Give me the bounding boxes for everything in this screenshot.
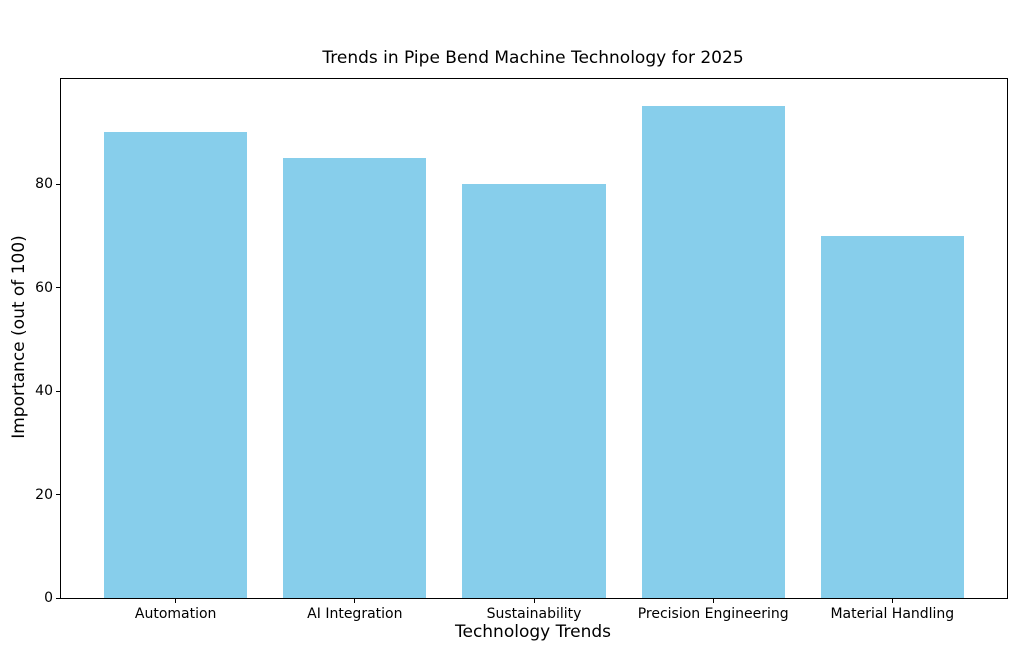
y-tick-mark (56, 390, 60, 392)
x-tick-label-automation: Automation (134, 606, 217, 622)
x-tick-mark (712, 599, 714, 603)
x-tick-mark (891, 599, 893, 603)
x-tick-label-precision-engineering: Precision Engineering (637, 606, 789, 622)
plot-area: 0 20 40 60 80 Automation AI Integration Sustain… (35, 78, 1008, 622)
x-tick-mark (533, 599, 535, 603)
y-axis-label: Importance (out of 100) (9, 235, 29, 439)
y-tick-label: 0 (44, 590, 53, 606)
y-tick-label: 60 (35, 279, 53, 296)
y-tick-mark (56, 287, 60, 289)
x-tick-label-material-handling: Material Handling (830, 606, 955, 622)
y-tick-mark (56, 183, 60, 185)
x-tick-label-sustainability: Sustainability (486, 606, 582, 622)
bar-sustainability (462, 184, 606, 598)
y-tick-mark (56, 494, 60, 495)
x-tick-mark (354, 599, 356, 603)
y-tick-label: 80 (35, 176, 53, 193)
x-tick-label-ai-integration: AI Integration (307, 606, 403, 622)
chart-title: Trends in Pipe Bend Machine Technology f… (322, 48, 744, 68)
y-tick-mark (56, 597, 60, 599)
y-tick-label: 20 (35, 486, 53, 503)
bar-material-handling (820, 235, 964, 598)
x-axis-label: Technology Trends (454, 622, 611, 642)
x-tick-mark (175, 599, 177, 603)
y-tick-label: 40 (35, 383, 53, 400)
bar-ai-integration (283, 158, 427, 598)
bar-automation (104, 132, 248, 598)
bar-precision-engineering (641, 106, 785, 598)
